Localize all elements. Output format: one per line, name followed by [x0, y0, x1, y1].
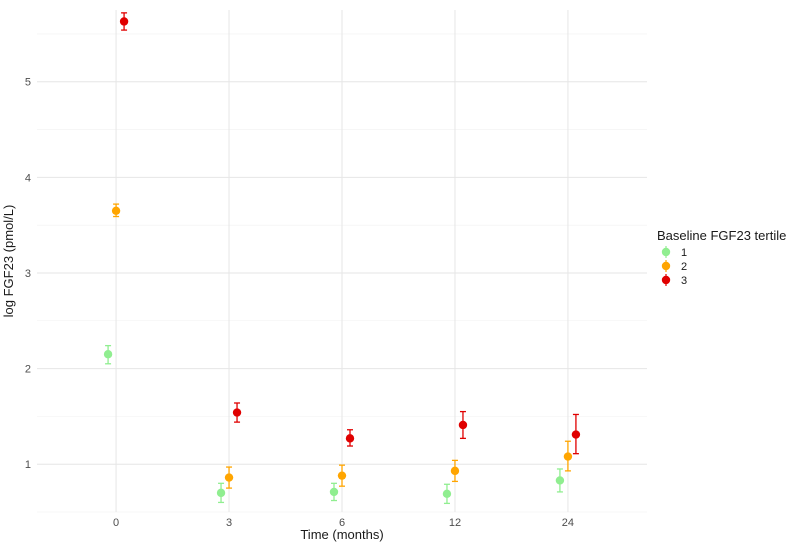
data-point	[103, 350, 113, 359]
x-tick-label: 6	[339, 517, 345, 529]
x-tick-labels: 0 3 6 12 24	[113, 517, 574, 529]
data-marks	[103, 12, 581, 505]
series-2	[111, 203, 573, 489]
data-point	[111, 206, 121, 215]
data-point	[232, 408, 242, 417]
y-tick-label: 2	[25, 364, 31, 376]
legend-title: Baseline FGF23 tertile	[657, 228, 786, 243]
y-tick-label: 1	[25, 459, 31, 471]
y-tick-label: 4	[25, 172, 31, 184]
y-axis-title: log FGF23 (pmol/L)	[1, 205, 16, 318]
series-1	[103, 344, 565, 505]
data-point	[442, 489, 452, 499]
x-tick-label: 24	[562, 517, 574, 529]
data-point	[224, 473, 234, 482]
y-tick-labels: 1 2 3 4 5	[25, 77, 31, 471]
legend: Baseline FGF23 tertile 1 2 3	[657, 228, 786, 287]
legend-label: 1	[681, 247, 687, 259]
data-point	[555, 476, 565, 485]
x-tick-label: 0	[113, 517, 119, 529]
data-point	[458, 420, 468, 430]
series-3	[119, 12, 581, 455]
data-point	[337, 471, 347, 480]
y-tick-label: 5	[25, 77, 31, 89]
legend-label: 2	[681, 261, 687, 273]
grid	[37, 10, 647, 513]
x-tick-label: 3	[226, 517, 232, 529]
legend-label: 3	[681, 275, 687, 287]
data-point	[571, 430, 581, 439]
y-tick-label: 3	[25, 268, 31, 280]
x-axis-title: Time (months)	[300, 527, 383, 542]
data-point	[450, 466, 460, 476]
data-point	[563, 452, 573, 461]
data-point	[329, 487, 339, 497]
data-point	[119, 17, 129, 26]
data-point	[216, 488, 226, 498]
data-point	[345, 434, 355, 443]
x-tick-label: 12	[449, 517, 461, 529]
